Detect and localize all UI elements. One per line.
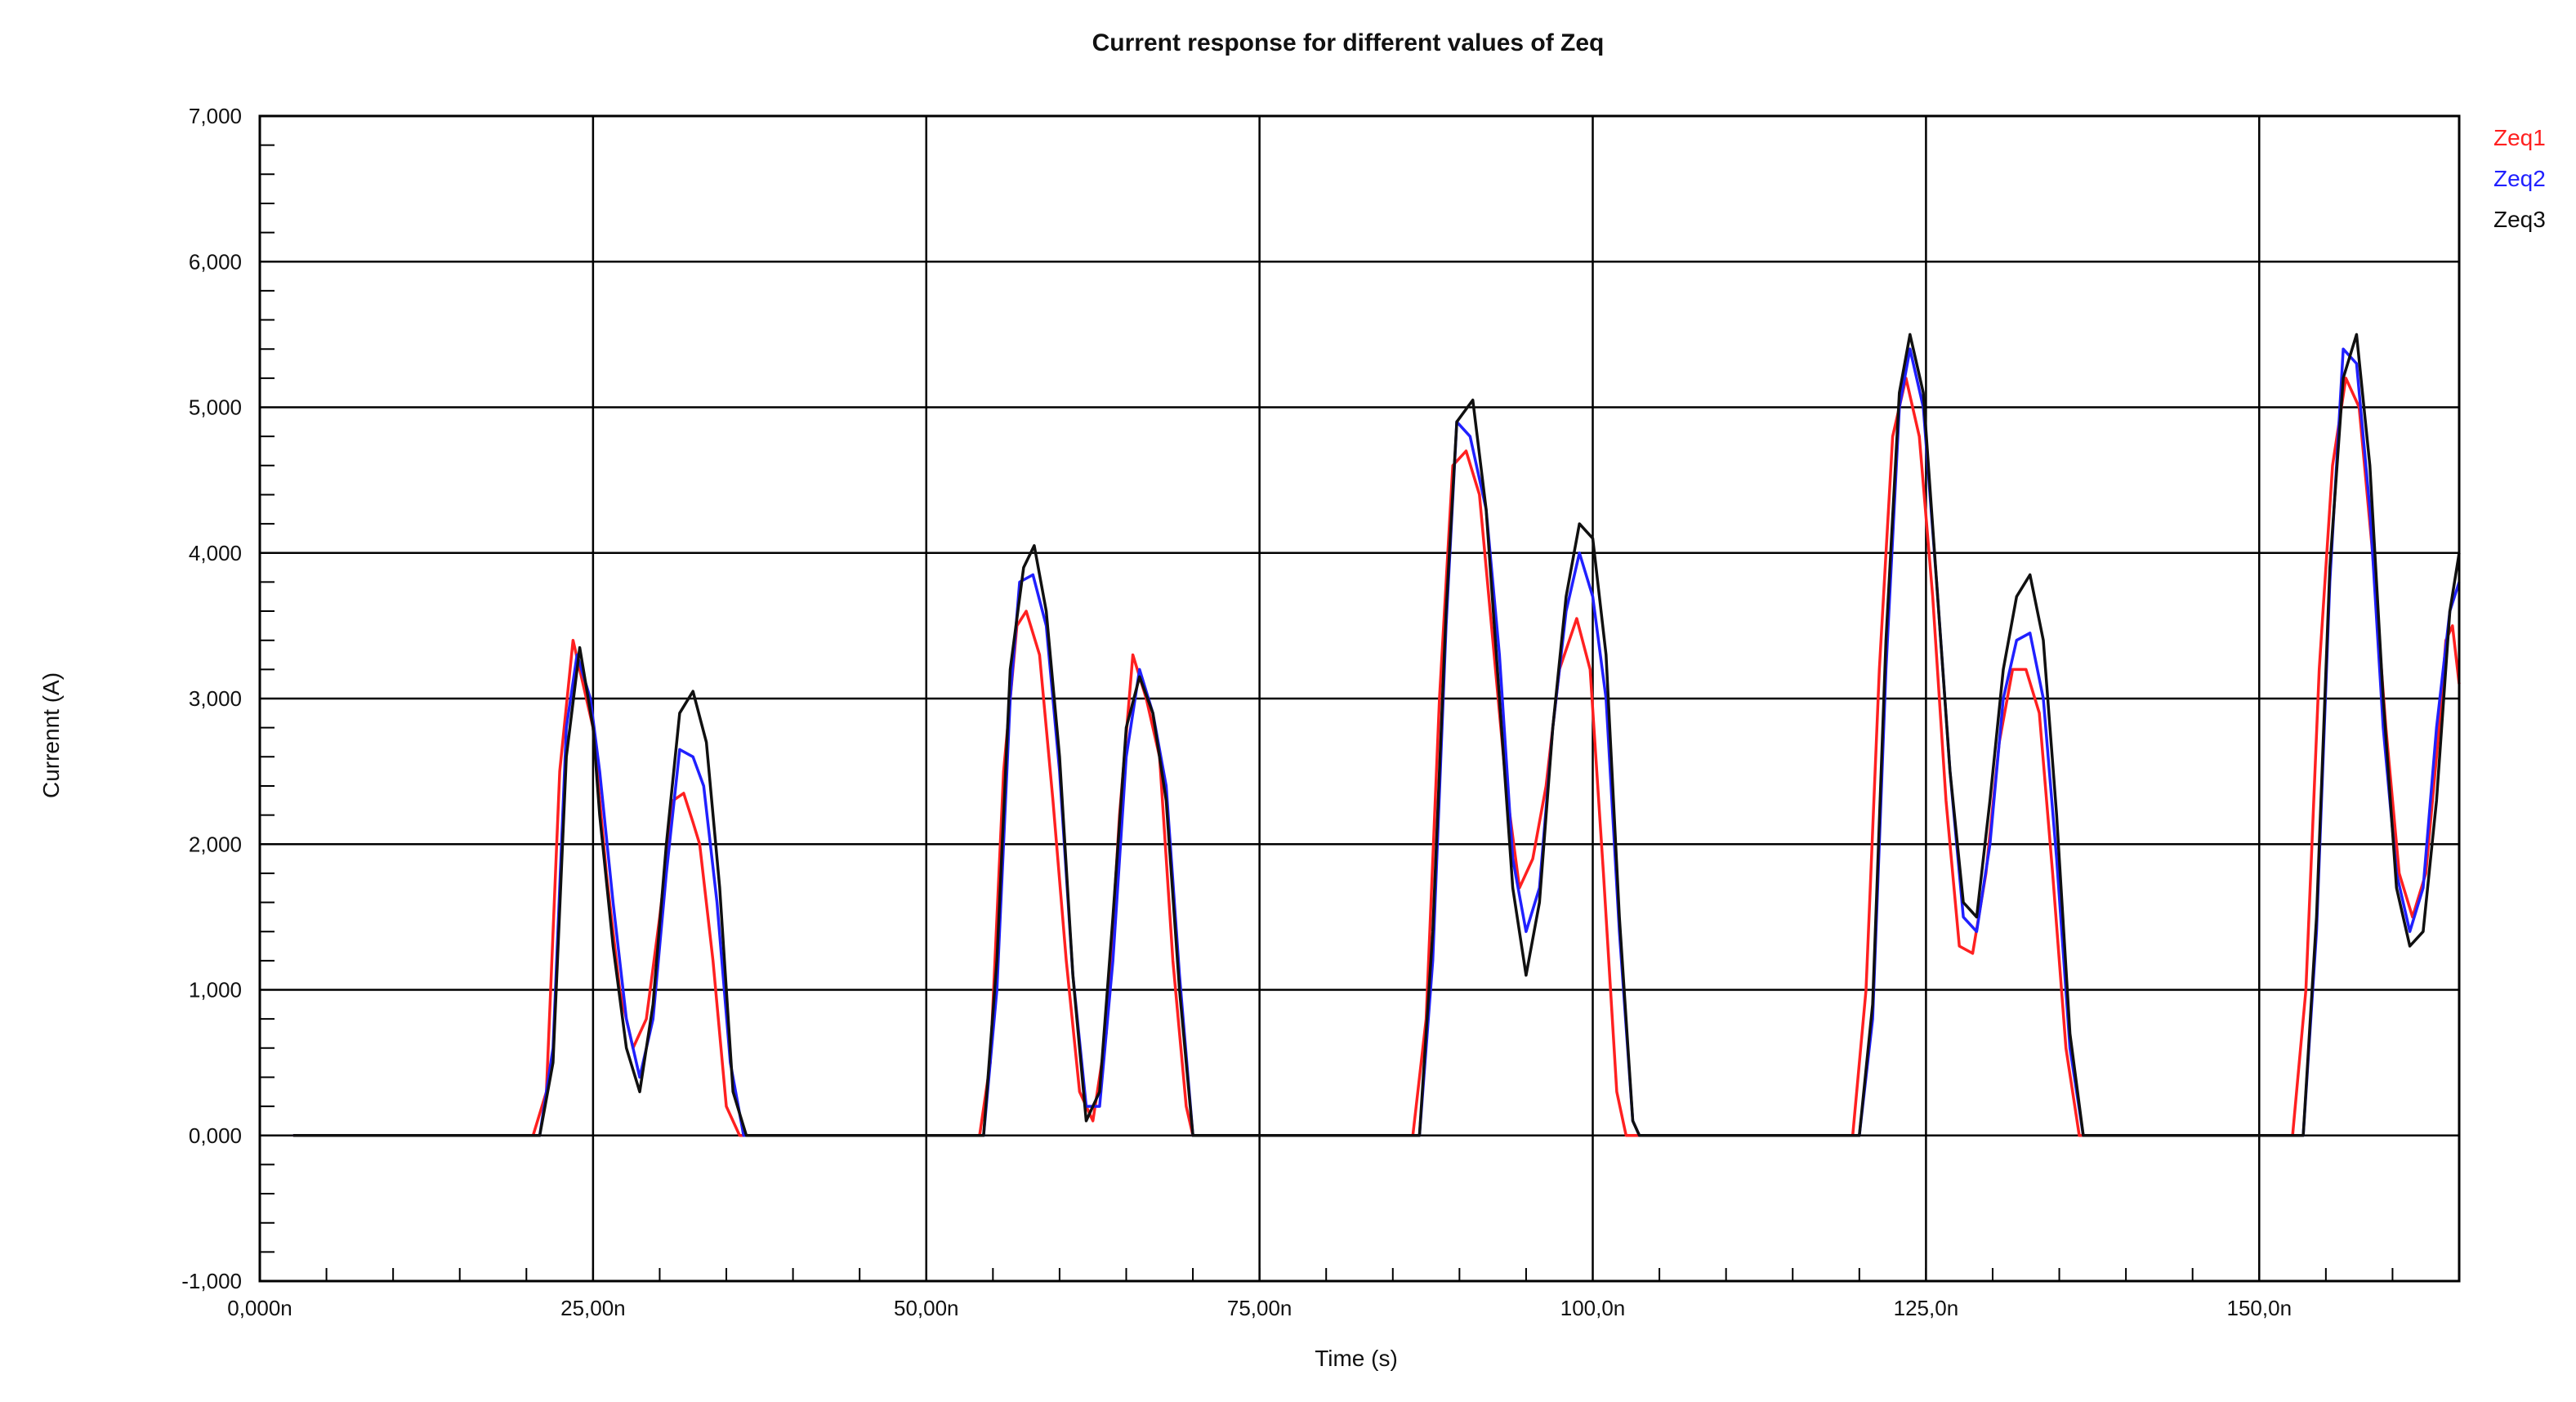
x-tick-labels: 0,000n 25,00n 50,00n 75,00n 100,0n 125,0n 150,…: [227, 1296, 2292, 1320]
y-axis-label: Currennt (A): [38, 672, 64, 798]
y-tick-label: 6,000: [189, 249, 242, 274]
grid-lines: [260, 116, 2459, 1281]
x-tick-label: 50,00n: [894, 1296, 959, 1320]
y-tick-label: 1,000: [189, 978, 242, 1002]
y-tick-label: 3,000: [189, 686, 242, 711]
series-line-zeq2: [292, 347, 2461, 1137]
series-layer: [292, 333, 2461, 1137]
x-tick-label: 100,0n: [1560, 1296, 1626, 1320]
plot-frame: [258, 114, 2461, 1283]
y-tick-label: 4,000: [189, 541, 242, 565]
y-tick-label: 2,000: [189, 832, 242, 856]
x-tick-label: 150,0n: [2227, 1296, 2293, 1320]
y-tick-label: 0,000: [189, 1123, 242, 1148]
x-axis-label: Time (s): [1315, 1346, 1398, 1371]
legend-entry-zeq1: Zeq1: [2493, 125, 2546, 150]
y-tick-labels: -1,000 0,000 1,000 2,000 3,000 4,000 5,000 6,00…: [181, 104, 242, 1293]
legend-entry-zeq3: Zeq3: [2493, 207, 2546, 232]
y-tick-label: -1,000: [181, 1269, 242, 1293]
series-line-zeq3: [292, 333, 2461, 1137]
legend-entry-zeq2: Zeq2: [2493, 166, 2546, 191]
series-line-zeq1: [292, 377, 2461, 1137]
legend: Zeq1 Zeq2 Zeq3: [2493, 125, 2546, 232]
y-tick-label: 7,000: [189, 104, 242, 128]
y-tick-label: 5,000: [189, 395, 242, 420]
x-tick-label: 0,000n: [227, 1296, 292, 1320]
x-tick-label: 25,00n: [560, 1296, 626, 1320]
x-tick-label: 125,0n: [1894, 1296, 1959, 1320]
x-tick-label: 75,00n: [1227, 1296, 1292, 1320]
chart-title: Current response for different values of…: [1092, 29, 1605, 56]
